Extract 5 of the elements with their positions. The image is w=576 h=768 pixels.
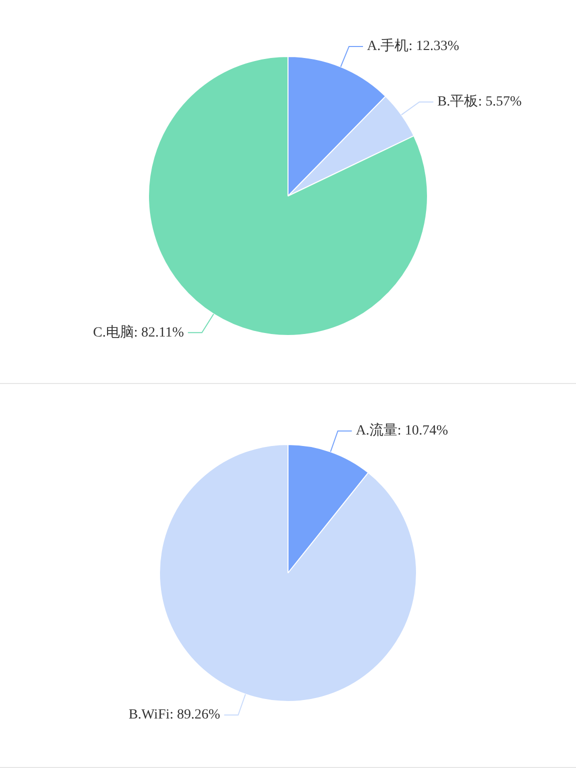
slice-label: B.平板: 5.57% [437, 94, 522, 110]
slice-label: C.电脑: 82.11% [93, 324, 184, 340]
slice-label: A.流量: 10.74% [356, 422, 448, 439]
slice-label: B.WiFi: 89.26% [128, 708, 221, 723]
slice-label: A.手机: 12.33% [367, 38, 460, 54]
